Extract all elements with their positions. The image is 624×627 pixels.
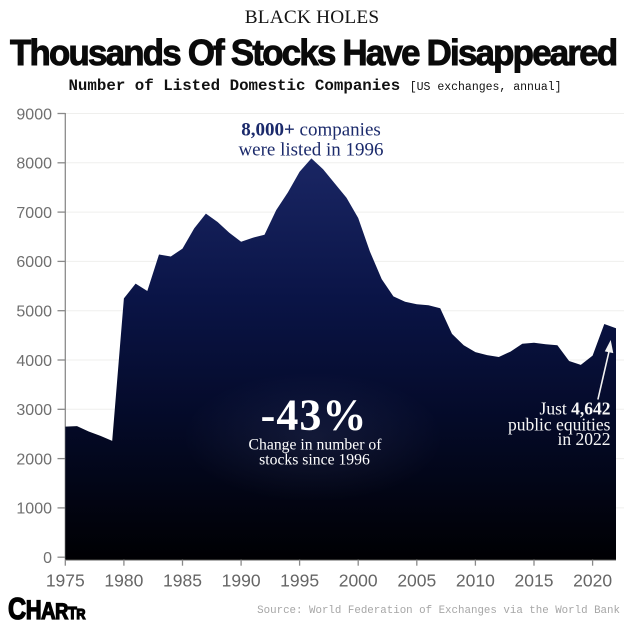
svg-text:0: 0: [43, 550, 52, 567]
svg-text:1985: 1985: [163, 571, 202, 591]
svg-text:6000: 6000: [16, 254, 52, 271]
svg-text:stocks since 1996: stocks since 1996: [259, 452, 370, 469]
svg-text:7000: 7000: [16, 205, 52, 222]
svg-text:3000: 3000: [16, 402, 52, 419]
svg-text:1995: 1995: [280, 571, 319, 591]
svg-text:4000: 4000: [16, 353, 52, 370]
svg-text:8,000+ companies: 8,000+ companies: [241, 120, 381, 141]
svg-text:1990: 1990: [222, 571, 261, 591]
svg-text:Just 4,642: Just 4,642: [540, 399, 611, 419]
svg-text:1980: 1980: [104, 571, 143, 591]
svg-text:Change in number of: Change in number of: [249, 437, 383, 454]
svg-text:5000: 5000: [16, 304, 52, 321]
svg-text:2010: 2010: [456, 571, 495, 591]
svg-text:2015: 2015: [515, 571, 554, 591]
svg-text:2020: 2020: [573, 571, 612, 591]
svg-text:in 2022: in 2022: [558, 429, 611, 449]
svg-text:8000: 8000: [16, 156, 52, 173]
svg-text:9000: 9000: [16, 106, 52, 123]
svg-text:2000: 2000: [339, 571, 378, 591]
svg-text:2005: 2005: [397, 571, 436, 591]
svg-text:-43%: -43%: [261, 390, 368, 439]
svg-text:1000: 1000: [16, 501, 52, 518]
svg-text:were listed in 1996: were listed in 1996: [238, 140, 383, 161]
svg-text:2000: 2000: [16, 451, 52, 468]
svg-text:public equities: public equities: [508, 415, 611, 435]
svg-text:1975: 1975: [46, 571, 85, 591]
